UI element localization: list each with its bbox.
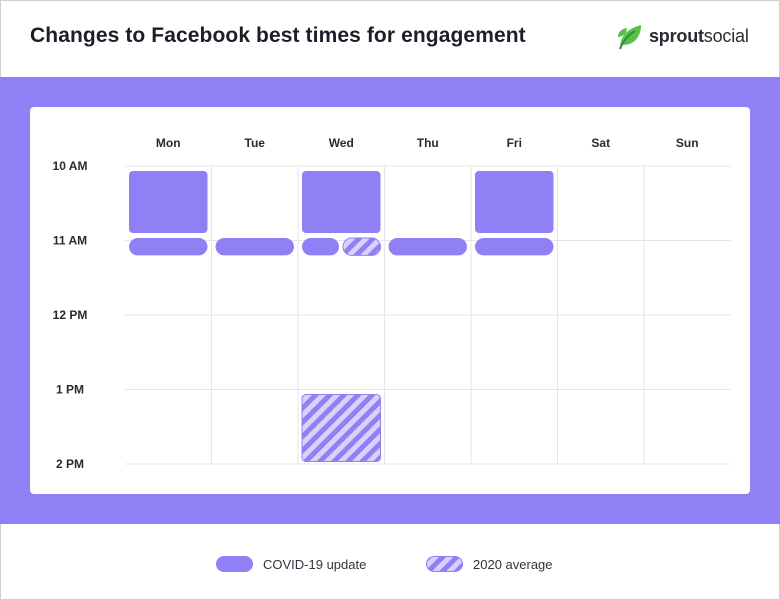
legend: COVID-19 update 2020 average	[0, 548, 780, 580]
slot-covid-update-fri	[475, 238, 554, 256]
x-tick-label-sun: Sun	[676, 136, 699, 150]
slot-covid-update-fri	[475, 171, 554, 234]
legend-label-2020: 2020 average	[473, 556, 553, 572]
x-tick-label-fri: Fri	[507, 136, 522, 150]
y-tick-label: 2 PM	[56, 457, 84, 471]
x-tick-label-tue: Tue	[245, 136, 266, 150]
chart-title: Changes to Facebook best times for engag…	[30, 24, 526, 47]
x-tick-label-thu: Thu	[417, 136, 439, 150]
legend-label-covid: COVID-19 update	[263, 556, 367, 572]
chart-gridlines	[125, 165, 731, 465]
sprout-leaf-icon	[618, 25, 641, 50]
slot-covid-update-mon	[129, 171, 208, 234]
slot-covid-update-wed	[302, 171, 381, 234]
slot-covid-update-thu	[388, 238, 467, 256]
y-tick-label: 12 PM	[53, 308, 88, 322]
chart-axis-labels: Mon Tue Wed Thu Fri Sat Sun 10 AM 11 AM 12 PM 1 PM…	[53, 136, 699, 471]
slot-covid-update-tue	[215, 238, 294, 256]
y-tick-label: 1 PM	[56, 383, 84, 397]
slot-covid-update-wed	[302, 238, 339, 256]
x-tick-label-mon: Mon	[156, 136, 181, 150]
chart-time-slots	[129, 171, 554, 463]
brand-logo: sproutsocial	[617, 23, 749, 50]
brand-wordmark: sproutsocial	[649, 26, 749, 47]
y-tick-label: 11 AM	[53, 234, 87, 248]
slot-covid-update-mon	[129, 238, 208, 256]
brand-wordmark-rest: social	[703, 26, 749, 46]
brand-wordmark-bold: sprout	[649, 26, 704, 46]
x-tick-label-wed: Wed	[329, 136, 354, 150]
legend-item-covid: COVID-19 update	[216, 548, 366, 580]
slot-2020-average-wed	[342, 237, 381, 256]
legend-swatch-solid	[216, 556, 253, 572]
slot-2020-average-wed	[301, 394, 381, 463]
legend-item-2020: 2020 average	[426, 548, 553, 580]
x-tick-label-sat: Sat	[591, 136, 610, 150]
y-tick-label: 10 AM	[53, 159, 88, 173]
legend-swatch-hatched	[426, 556, 463, 572]
